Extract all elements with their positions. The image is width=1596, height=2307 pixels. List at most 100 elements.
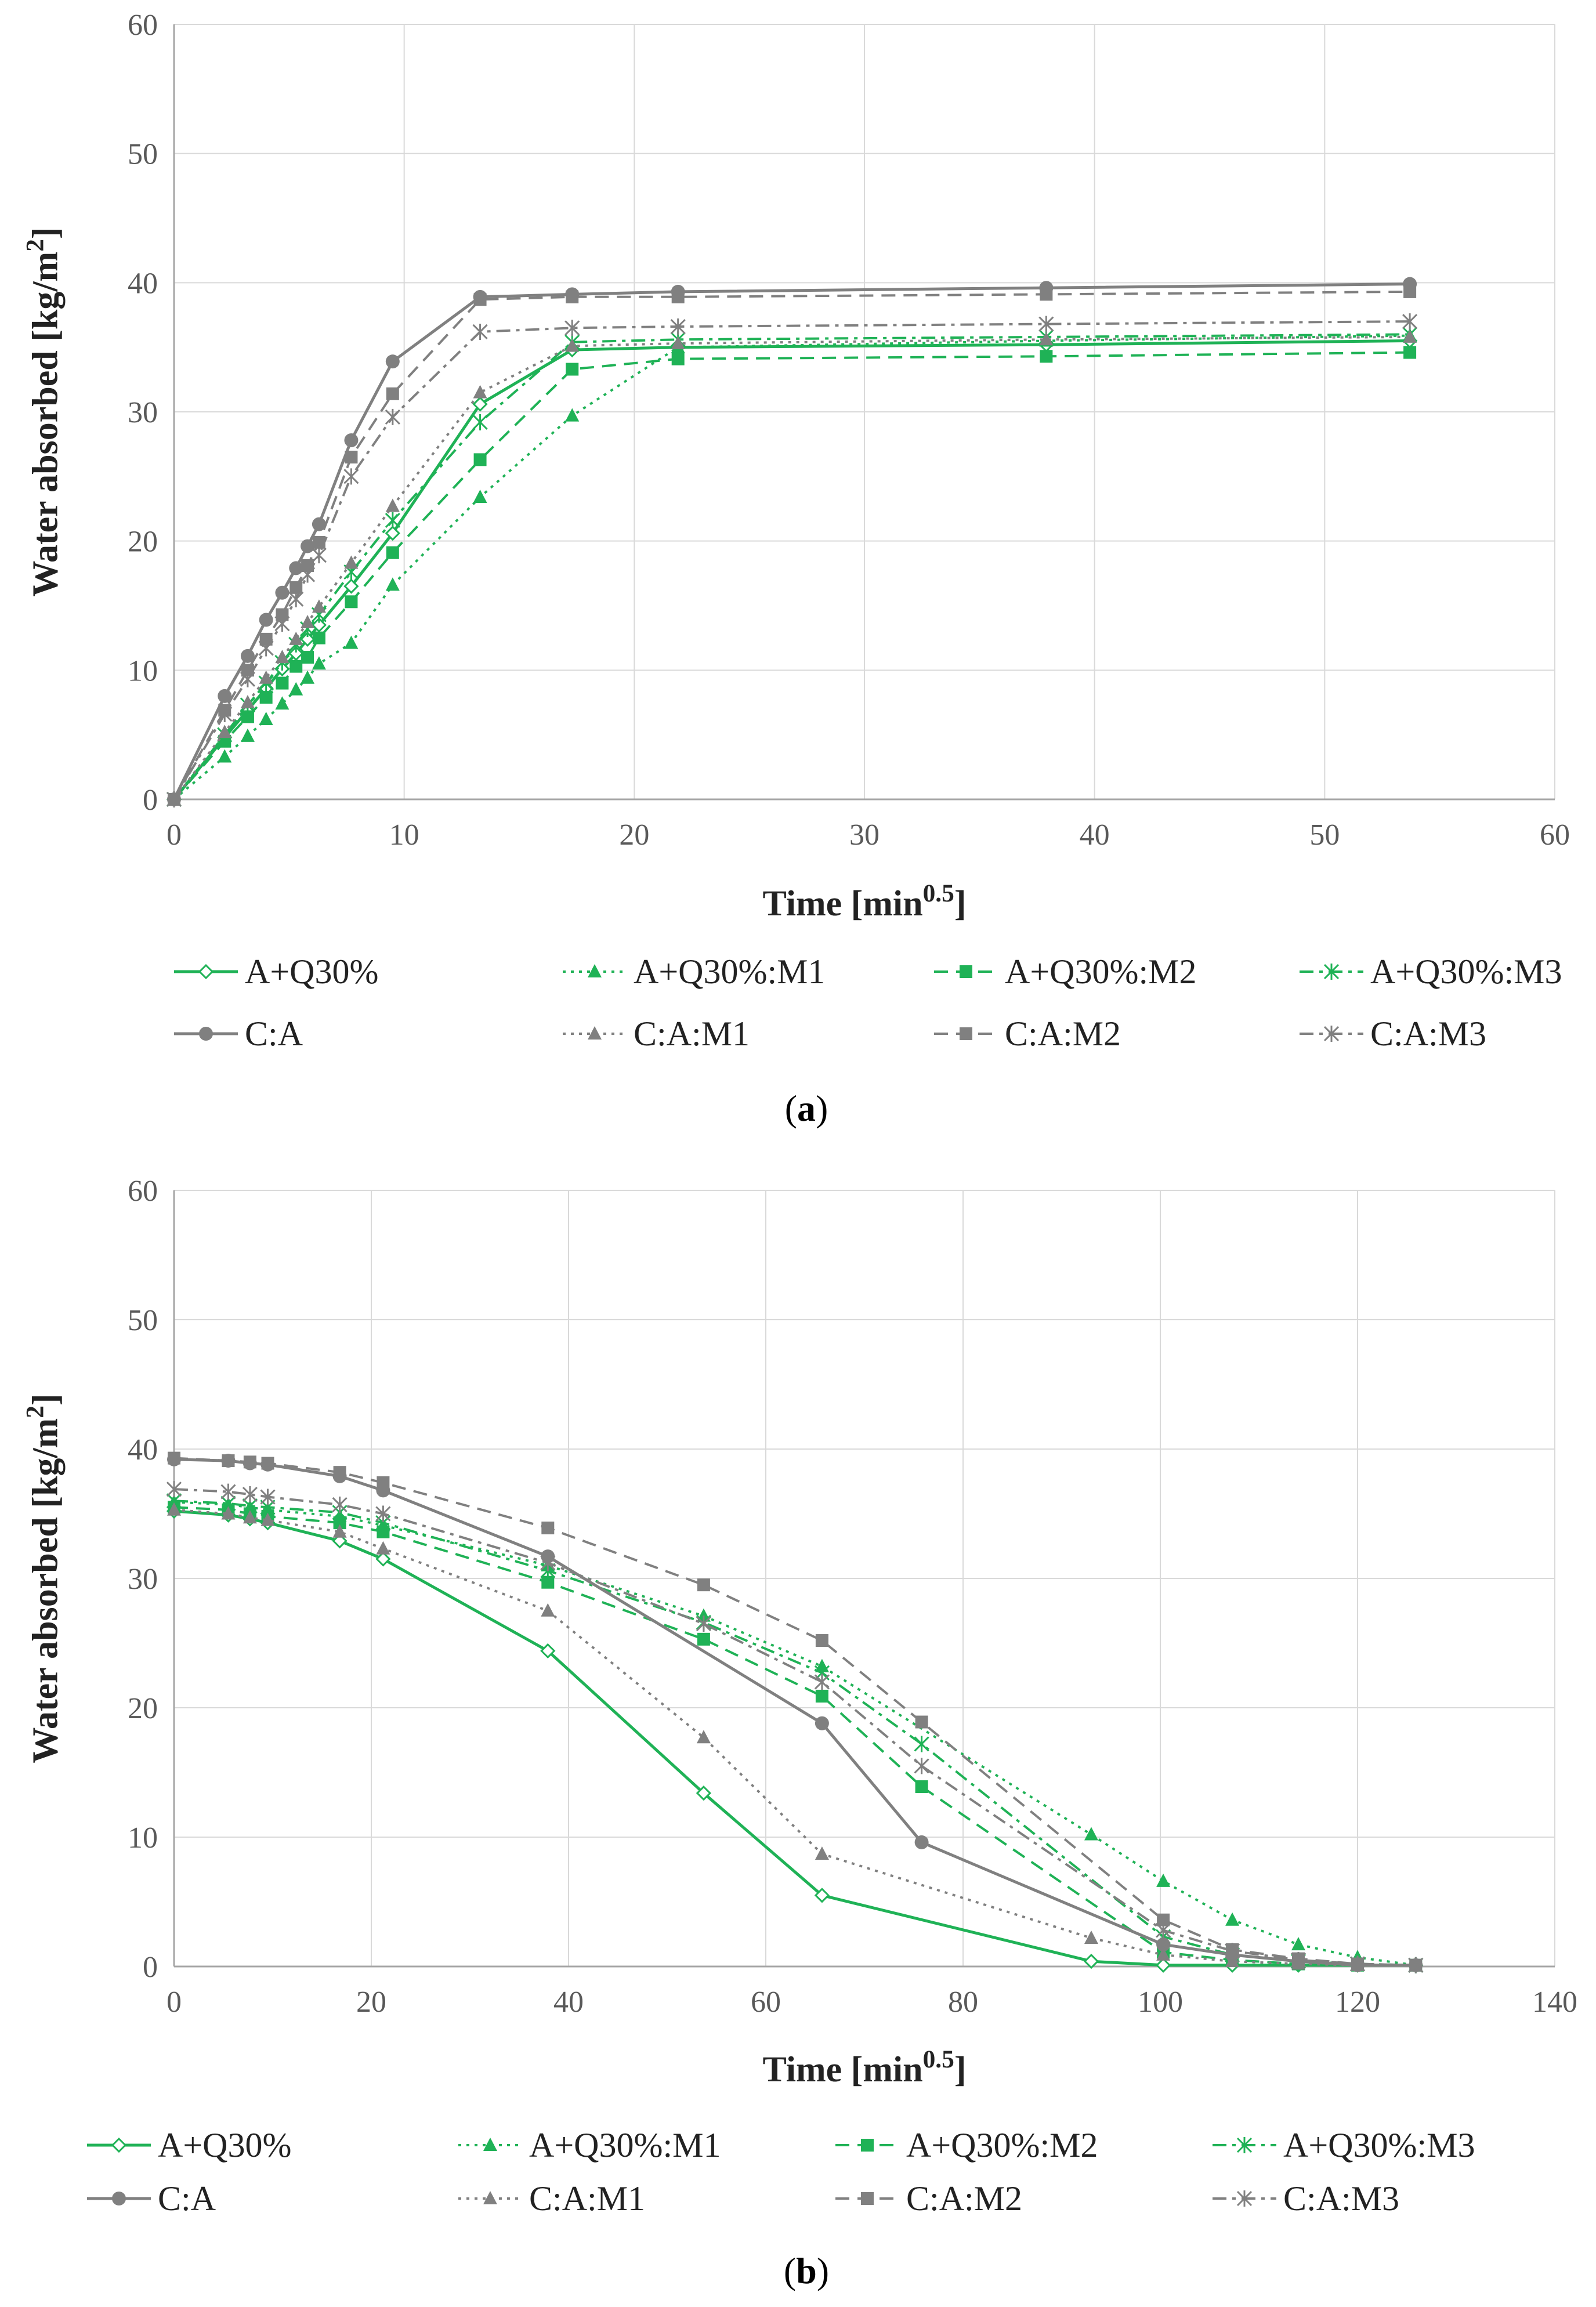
data-point (312, 656, 326, 670)
series-A+Q30%:M3 (166, 1493, 1424, 1973)
legend-marker (199, 1027, 213, 1041)
data-point (301, 670, 315, 684)
series-line (173, 334, 1410, 801)
data-point (814, 1888, 830, 1903)
data-point (671, 290, 685, 303)
x-tick-label: 30 (849, 819, 880, 852)
data-point (166, 791, 182, 807)
data-point (375, 1551, 391, 1567)
x-tick-label: 40 (553, 1986, 584, 2019)
legend-entry: A+Q30%:M1 (458, 2126, 721, 2164)
data-point (375, 1505, 391, 1522)
legend-label: C:A:M2 (1005, 1015, 1121, 1053)
legend-entry: A+Q30%:M3 (1213, 2126, 1475, 2164)
y-tick-label: 50 (128, 138, 158, 171)
data-point (274, 615, 290, 632)
series-A+Q30%:M1 (167, 1494, 1423, 1971)
x-tick-label: 10 (389, 819, 419, 852)
data-point (376, 1541, 390, 1555)
series-line (173, 1501, 1416, 1966)
data-point (343, 578, 359, 594)
series-C:A:M1 (167, 329, 1417, 805)
y-tick-label: 10 (128, 654, 158, 687)
data-point (1039, 332, 1054, 346)
series-line (173, 335, 1410, 801)
data-point (1040, 288, 1053, 301)
data-point (472, 323, 488, 340)
legend-entry: A+Q30%:M1 (563, 953, 826, 991)
legend-marker (483, 2191, 497, 2204)
data-point (332, 1524, 347, 1538)
series-line (172, 283, 1410, 801)
data-point (344, 555, 359, 569)
data-point (312, 517, 326, 531)
data-point (377, 1525, 390, 1538)
data-point (259, 711, 273, 725)
data-point (1225, 1943, 1240, 1960)
data-point (377, 1476, 390, 1489)
data-point (1083, 1953, 1099, 1969)
data-point (333, 1466, 346, 1479)
panel-label: (b) (784, 2250, 829, 2291)
x-tick-label: 40 (1080, 819, 1110, 852)
legend-label: A+Q30%:M1 (634, 953, 826, 991)
legend-label: C:A:M1 (529, 2179, 645, 2218)
data-point (1156, 1937, 1171, 1952)
x-tick-label: 80 (948, 1986, 978, 2019)
legend-marker (1323, 1026, 1340, 1042)
series-A+Q30% (166, 1503, 1424, 1973)
series-line (173, 333, 1410, 801)
data-point (671, 335, 685, 349)
data-point (472, 396, 488, 412)
legend-entry: C:A:M2 (835, 2179, 1022, 2218)
data-point (345, 595, 358, 609)
data-point (815, 1689, 828, 1703)
data-point (696, 1786, 712, 1801)
y-tick-label: 30 (128, 396, 158, 429)
data-point (300, 566, 316, 583)
data-point (312, 631, 325, 644)
data-point (385, 526, 400, 541)
data-point (914, 1758, 929, 1774)
y-tick-label: 30 (128, 1563, 158, 1596)
data-point (1156, 1922, 1171, 1939)
y-tick-label: 10 (128, 1821, 158, 1855)
legend-entry: C:A:M3 (1300, 1015, 1486, 1053)
data-point (240, 695, 255, 708)
data-point (565, 338, 580, 352)
x-tick-label: 60 (751, 1986, 781, 2019)
data-point (259, 691, 273, 704)
data-point (332, 1533, 348, 1549)
legend-label: C:A:M1 (634, 1015, 750, 1053)
legend-entry: A+Q30% (174, 953, 378, 991)
data-point (260, 1512, 275, 1526)
data-point (218, 725, 232, 738)
series-C:A:M3 (166, 1481, 1424, 1973)
series-C:A:M3 (166, 313, 1418, 807)
data-point (566, 363, 579, 376)
legend-marker (960, 1027, 972, 1040)
x-axis-title: Time [min0.5] (762, 2045, 966, 2089)
legend-marker (1236, 2190, 1253, 2207)
data-point (1403, 285, 1417, 298)
x-tick-label: 20 (619, 819, 649, 852)
data-point (289, 660, 303, 673)
data-point (540, 1555, 556, 1571)
data-point (814, 1674, 830, 1690)
y-tick-label: 60 (128, 9, 158, 42)
legend-entry: A+Q30%:M2 (934, 953, 1197, 991)
legend-entry: C:A:M1 (458, 2179, 645, 2218)
legend-entry: A+Q30% (87, 2126, 291, 2164)
data-point (915, 1715, 928, 1729)
legend-marker (198, 964, 214, 980)
legend-label: A+Q30%:M2 (906, 2126, 1098, 2164)
data-point (1349, 1955, 1366, 1972)
data-point (473, 293, 487, 306)
data-point (1225, 1954, 1240, 1968)
legend-label: C:A:M3 (1283, 2179, 1399, 2218)
data-point (1156, 1947, 1171, 1961)
data-point (386, 387, 399, 400)
data-point (344, 635, 359, 649)
data-point (332, 1496, 348, 1513)
